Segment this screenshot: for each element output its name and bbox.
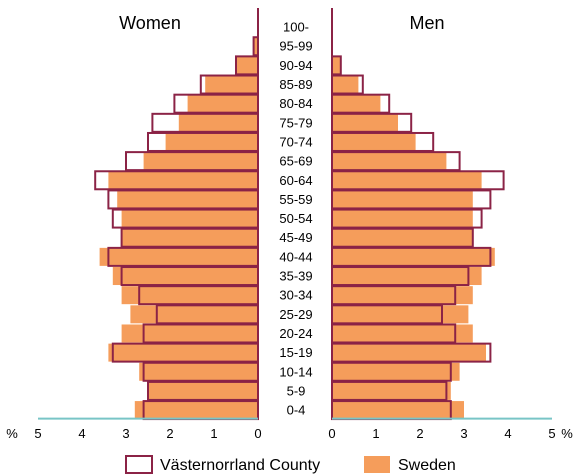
sweden-women-bar-95-99: [253, 37, 258, 56]
age-label: 85-89: [279, 77, 312, 92]
sweden-women-bar-60-64: [108, 171, 259, 190]
age-label: 65-69: [279, 154, 312, 169]
sweden-men-bar-45-49: [332, 228, 473, 247]
sweden-women-bar-50-54: [121, 209, 258, 228]
age-label: 90-94: [279, 58, 312, 73]
sweden-men-bar-55-59: [332, 190, 473, 209]
sweden-women-bar-15-19: [108, 343, 259, 362]
men-tick-label: 2: [416, 426, 423, 441]
women-tick-labels: 5 4 3 2 1 0: [34, 426, 261, 441]
age-label: 70-74: [279, 134, 312, 149]
sweden-women-bar-20-24: [121, 324, 258, 343]
sweden-women-bar-85-89: [205, 75, 258, 94]
age-label: 45-49: [279, 230, 312, 245]
legend-swatch-outline: [125, 455, 153, 474]
sweden-men-bar-50-54: [332, 209, 473, 228]
age-label: 35-39: [279, 269, 312, 284]
sweden-women-bar-65-69: [143, 152, 258, 171]
sweden-men-bar-35-39: [332, 267, 482, 286]
sweden-men-bar-25-29: [332, 305, 469, 324]
sweden-women-bar-10-14: [139, 362, 258, 381]
sweden-men-bar-15-19: [332, 343, 486, 362]
age-label: 40-44: [279, 249, 312, 264]
sweden-men-bar-10-14: [332, 362, 460, 381]
women-tick-label: 3: [122, 426, 129, 441]
men-tick-label: 4: [504, 426, 511, 441]
legend-label-county: Västernorrland County: [160, 457, 320, 474]
women-tick-label: 4: [78, 426, 85, 441]
sweden-women-bar-0-4: [134, 401, 258, 420]
sweden-men-bar-30-34: [332, 286, 473, 305]
sweden-women-bar-80-84: [187, 94, 258, 113]
legend-label-sweden: Sweden: [398, 457, 456, 474]
men-title: Men: [409, 13, 444, 33]
women-title: Women: [119, 13, 181, 33]
sweden-men-bar-80-84: [332, 94, 381, 113]
men-tick-label: 1: [372, 426, 379, 441]
sweden-men-bar-75-79: [332, 113, 398, 132]
age-label: 20-24: [279, 326, 312, 341]
age-label: 50-54: [279, 211, 312, 226]
sweden-women-bar-75-79: [178, 113, 258, 132]
age-label: 15-19: [279, 345, 312, 360]
women-bars: [94, 36, 260, 421]
age-labels: 0-4 5-9 10-14 15-19 20-24 25-29 30-34 35-39 40-4…: [279, 20, 312, 418]
unit-label-right: %: [561, 426, 573, 441]
sweden-women-bar-90-94: [236, 56, 258, 75]
sweden-men-bar-90-94: [332, 56, 341, 75]
legend-swatch-filled: [364, 456, 390, 473]
age-label: 95-99: [279, 39, 312, 54]
sweden-men-bar-5-9: [332, 381, 451, 400]
sweden-women-bar-25-29: [130, 305, 258, 324]
sweden-men-bar-70-74: [332, 132, 416, 151]
age-label: 25-29: [279, 307, 312, 322]
women-tick-label: 2: [166, 426, 173, 441]
sweden-men-bar-65-69: [332, 152, 447, 171]
men-tick-labels: 0 1 2 3 4 5: [328, 426, 555, 441]
men-tick-label: 3: [460, 426, 467, 441]
unit-label-left: %: [6, 426, 18, 441]
legend: Västernorrland County Sweden: [125, 455, 456, 474]
sweden-women-bar-55-59: [117, 190, 258, 209]
age-label: 10-14: [279, 364, 312, 379]
sweden-men-bar-60-64: [332, 171, 482, 190]
age-label: 80-84: [279, 96, 312, 111]
sweden-women-bar-70-74: [165, 132, 258, 151]
age-label: 0-4: [287, 403, 306, 418]
sweden-women-bar-40-44: [99, 247, 258, 266]
sweden-men-bar-0-4: [332, 401, 464, 420]
women-tick-label: 0: [254, 426, 261, 441]
sweden-women-bar-45-49: [121, 228, 258, 247]
sweden-men-bar-20-24: [332, 324, 473, 343]
sweden-men-bar-85-89: [332, 75, 359, 94]
age-label: 60-64: [279, 173, 312, 188]
men-tick-label: 5: [548, 426, 555, 441]
age-label: 30-34: [279, 288, 312, 303]
age-label: 75-79: [279, 115, 312, 130]
sweden-women-bar-5-9: [148, 381, 258, 400]
women-tick-label: 1: [210, 426, 217, 441]
age-label: 5-9: [287, 383, 306, 398]
women-tick-label: 5: [34, 426, 41, 441]
men-tick-label: 0: [328, 426, 335, 441]
sweden-men-bar-40-44: [332, 247, 495, 266]
sweden-women-bar-35-39: [112, 267, 258, 286]
age-label: 55-59: [279, 192, 312, 207]
age-label: 100-: [283, 20, 309, 35]
sweden-women-bar-30-34: [121, 286, 258, 305]
men-bars: [331, 55, 505, 421]
